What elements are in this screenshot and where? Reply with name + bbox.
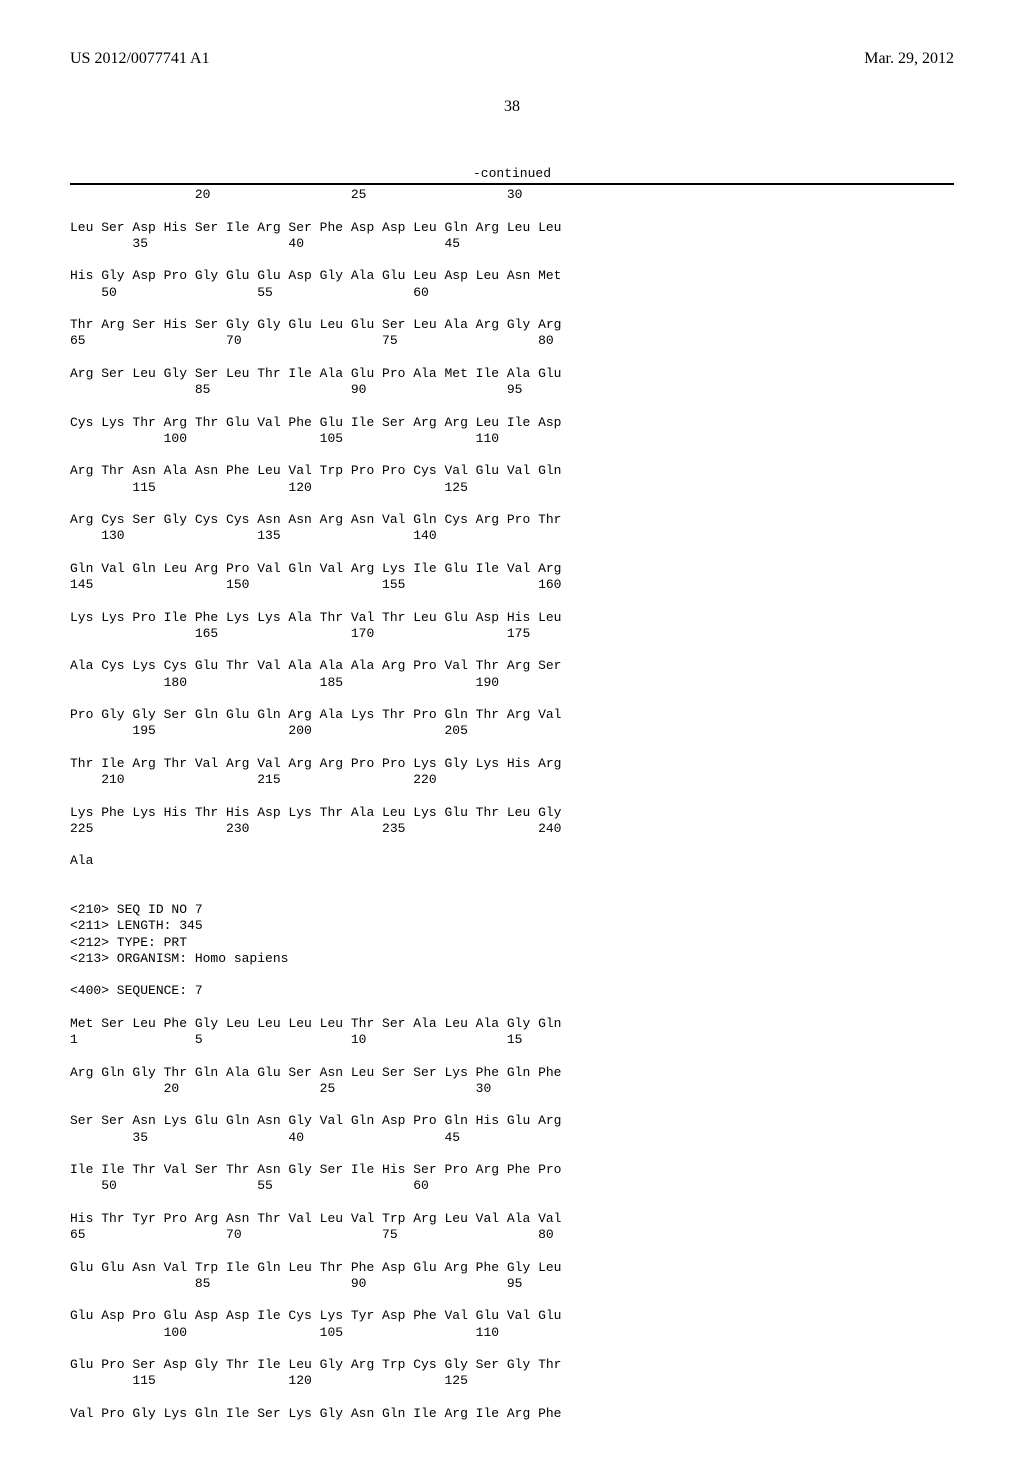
page-header: US 2012/0077741 A1 Mar. 29, 2012	[70, 50, 954, 68]
continued-label: -continued	[70, 166, 954, 181]
publication-number: US 2012/0077741 A1	[70, 50, 210, 68]
sequence-listing: 20 25 30 Leu Ser Asp His Ser Ile Arg Ser…	[70, 183, 954, 1422]
publication-date: Mar. 29, 2012	[864, 50, 954, 68]
page-number: 38	[70, 98, 954, 116]
patent-page: US 2012/0077741 A1 Mar. 29, 2012 38 -con…	[0, 0, 1024, 1462]
